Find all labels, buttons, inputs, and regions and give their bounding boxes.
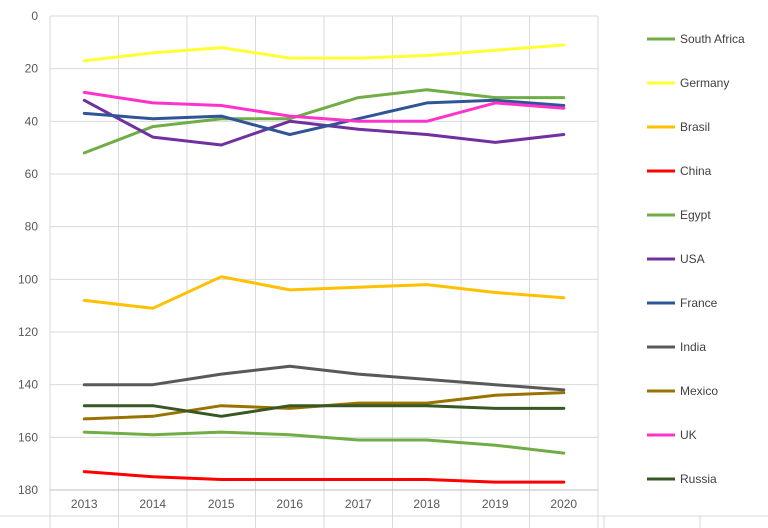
x-tick-label: 2016 — [276, 497, 303, 511]
x-tick-label: 2017 — [345, 497, 372, 511]
series-line-india — [82, 364, 566, 392]
legend-label: Germany — [680, 76, 729, 90]
y-tick-label: 80 — [25, 220, 39, 234]
series-line-uk — [82, 90, 566, 123]
series-line-russia — [82, 404, 566, 418]
y-tick-label: 140 — [18, 378, 38, 392]
series-line-brasil — [82, 275, 566, 310]
series-line-south-africa — [82, 88, 566, 155]
y-tick-label: 120 — [18, 325, 38, 339]
legend-label: USA — [680, 252, 705, 266]
legend-item: UK — [647, 428, 697, 442]
y-tick-label: 20 — [25, 62, 39, 76]
legend-label: Egypt — [680, 208, 711, 222]
y-tick-label: 100 — [18, 272, 38, 286]
legend-item: China — [647, 164, 712, 178]
legend-item: India — [647, 340, 706, 354]
legend-item: France — [647, 296, 718, 310]
x-tick-label: 2018 — [413, 497, 440, 511]
legend-item: Brasil — [647, 120, 710, 134]
y-tick-label: 160 — [18, 430, 38, 444]
legend: South Africa Germany Brasil China Egypt USA Fr… — [647, 32, 745, 486]
series-lines — [82, 43, 566, 484]
series-line-france — [82, 98, 566, 136]
x-tick-label: 2013 — [71, 497, 98, 511]
legend-label: South Africa — [680, 32, 745, 46]
legend-label: China — [680, 164, 712, 178]
legend-label: UK — [680, 428, 697, 442]
legend-item: Germany — [647, 76, 729, 90]
y-tick-label: 0 — [31, 9, 38, 23]
legend-item: Mexico — [647, 384, 718, 398]
x-tick-label: 2014 — [139, 497, 166, 511]
y-axis-tick-labels: 0 20 40 60 80 100 120 140 160 180 — [18, 9, 38, 497]
legend-label: Russia — [680, 472, 717, 486]
legend-label: Mexico — [680, 384, 718, 398]
x-tick-label: 2015 — [208, 497, 235, 511]
legend-item: Russia — [647, 472, 717, 486]
series-line-germany — [82, 43, 566, 63]
chart-frame — [0, 489, 768, 517]
series-line-egypt — [82, 430, 566, 455]
gridlines — [49, 15, 701, 528]
legend-label: France — [680, 296, 718, 310]
legend-item: Egypt — [647, 208, 711, 222]
series-line-china — [82, 470, 566, 484]
legend-label: Brasil — [680, 120, 710, 134]
x-tick-label: 2020 — [550, 497, 577, 511]
y-tick-label: 40 — [25, 114, 39, 128]
legend-item: USA — [647, 252, 705, 266]
y-tick-label: 60 — [25, 167, 39, 181]
legend-item: South Africa — [647, 32, 745, 46]
y-tick-label: 180 — [18, 483, 38, 497]
x-tick-label: 2019 — [482, 497, 509, 511]
legend-label: India — [680, 340, 706, 354]
x-axis-tick-labels: 2013 2014 2015 2016 2017 2018 2019 2020 — [71, 497, 578, 511]
